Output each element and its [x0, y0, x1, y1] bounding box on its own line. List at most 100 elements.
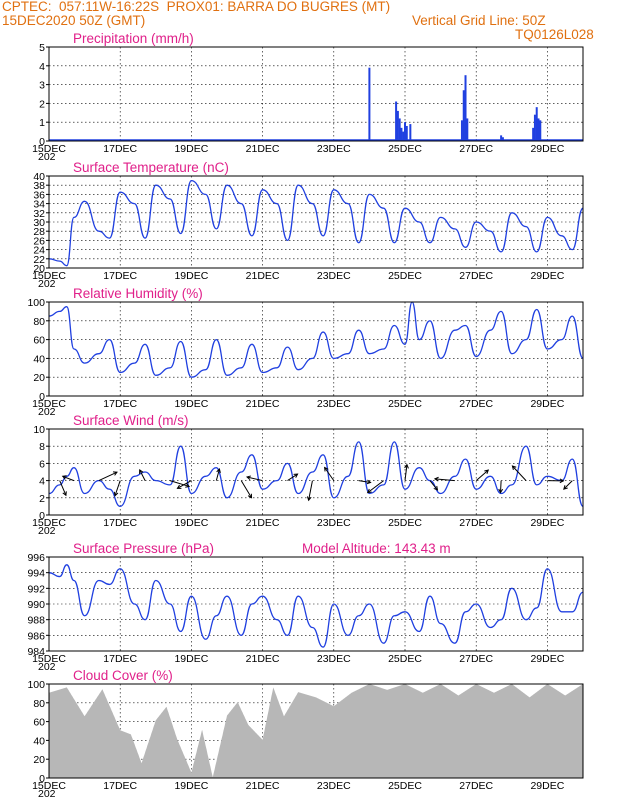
- panel-frame: [48, 301, 584, 397]
- wind-arrow-shaft: [563, 480, 573, 490]
- wind-arrow-head: [245, 475, 251, 481]
- x-tick-label: 23DEC: [317, 143, 351, 155]
- x-tick-label: 17DEC: [103, 517, 137, 529]
- wind-arrow-shaft: [240, 480, 252, 499]
- wind-arrow-shaft: [169, 480, 190, 487]
- x-tick-label: 27DEC: [459, 398, 493, 410]
- panel-title: Cloud Cover (%): [73, 668, 173, 683]
- x-tick-label: 25DEC: [388, 653, 422, 665]
- x-tick-label: 15DEC: [32, 517, 66, 529]
- x-tick-label: 29DEC: [530, 780, 564, 792]
- y-tick-label: 24: [33, 245, 45, 257]
- x-tick-label: 25DEC: [388, 517, 422, 529]
- wind-arrow-head: [185, 483, 191, 488]
- x-tick-label: 19DEC: [174, 780, 208, 792]
- y-tick-label: 26: [33, 235, 45, 247]
- y-tick-label: 22: [33, 254, 45, 266]
- series-line: [48, 179, 584, 267]
- x-tick-label: 15DEC: [32, 653, 66, 665]
- panel-subtitle: Model Altitude: 143.43 m: [302, 541, 451, 556]
- y-tick-label: 40: [33, 735, 45, 747]
- header-station: CPTEC: 057:11W-16:22S PROX01: BARRA DO B…: [2, 0, 391, 14]
- x-tick-label: 17DEC: [103, 653, 137, 665]
- x-tick-label: 23DEC: [317, 398, 351, 410]
- y-tick-label: 992: [27, 583, 45, 595]
- wind-arrow-head: [139, 468, 144, 474]
- x-tick-label: 17DEC: [103, 780, 137, 792]
- x-tick-year: 202: [38, 661, 56, 673]
- y-tick-label: 100: [27, 297, 45, 309]
- wind-arrow-head: [62, 491, 67, 497]
- y-tick-label: 5: [39, 42, 45, 54]
- x-tick-label: 15DEC: [32, 780, 66, 792]
- precip-bar: [501, 137, 504, 141]
- x-tick-label: 23DEC: [317, 653, 351, 665]
- x-tick-label: 19DEC: [174, 653, 208, 665]
- panel-title: Precipitation (mm/h): [73, 31, 194, 46]
- y-tick-label: 60: [33, 335, 45, 347]
- header-datetime: 15DEC2020 50Z (GMT): [2, 13, 146, 28]
- x-tick-label: 21DEC: [246, 517, 280, 529]
- wind-arrow-head: [366, 488, 372, 494]
- y-tick-label: 100: [27, 679, 45, 691]
- wind-arrow-shaft: [287, 473, 298, 482]
- y-tick-label: 38: [33, 180, 45, 192]
- panel-title: Surface Pressure (hPa): [73, 541, 214, 556]
- y-tick-label: 80: [33, 698, 45, 710]
- wind-arrow-shaft: [324, 467, 335, 481]
- series-line: [48, 564, 584, 648]
- x-tick-label: 27DEC: [459, 780, 493, 792]
- x-tick-label: 25DEC: [388, 143, 422, 155]
- x-tick-label: 17DEC: [103, 398, 137, 410]
- wind-arrow-shaft: [404, 464, 408, 481]
- precip-bar: [460, 120, 463, 141]
- y-tick-label: 20: [33, 372, 45, 384]
- x-tick-year: 202: [38, 151, 56, 163]
- precip-bar: [368, 67, 371, 141]
- x-tick-year: 202: [38, 278, 56, 290]
- x-tick-label: 19DEC: [174, 517, 208, 529]
- y-tick-label: 80: [33, 316, 45, 328]
- y-tick-label: 20: [33, 754, 45, 766]
- x-tick-label: 29DEC: [530, 517, 564, 529]
- x-tick-year: 202: [38, 525, 56, 537]
- y-tick-label: 0: [39, 391, 45, 403]
- y-tick-label: 994: [27, 568, 45, 580]
- x-tick-label: 29DEC: [530, 143, 564, 155]
- y-tick-label: 4: [39, 476, 45, 488]
- wind-arrow-head: [216, 468, 221, 474]
- panel-title: Relative Humidity (%): [73, 286, 203, 301]
- wind-arrow-head: [306, 496, 312, 502]
- wind-arrow-shaft: [62, 475, 75, 482]
- precip-bar: [400, 127, 403, 141]
- wind-arrow-shaft: [215, 468, 220, 481]
- x-tick-label: 27DEC: [459, 517, 493, 529]
- wind-arrow-head: [559, 478, 565, 484]
- wind-arrow-shaft: [429, 480, 438, 491]
- x-tick-label: 21DEC: [246, 143, 280, 155]
- precip-bar: [398, 118, 401, 141]
- wind-arrow-head: [433, 476, 439, 482]
- wind-arrow-head: [176, 484, 182, 489]
- y-tick-label: 0: [39, 510, 45, 522]
- wind-arrow-head: [366, 479, 372, 485]
- wind-arrow-shaft: [475, 469, 489, 481]
- y-tick-label: 988: [27, 615, 45, 627]
- wind-arrow-shaft: [246, 476, 263, 482]
- panel-title: Surface Wind (m/s): [73, 413, 189, 428]
- y-tick-label: 990: [27, 599, 45, 611]
- x-tick-label: 17DEC: [103, 270, 137, 282]
- x-tick-label: 17DEC: [103, 143, 137, 155]
- y-tick-label: 986: [27, 630, 45, 642]
- y-tick-label: 34: [33, 199, 45, 211]
- wind-arrow-shaft: [308, 480, 313, 501]
- x-tick-year: 202: [38, 406, 56, 418]
- y-tick-label: 6: [39, 458, 45, 470]
- wind-arrow-head: [247, 493, 253, 499]
- wind-arrow-shaft: [367, 480, 384, 494]
- x-tick-label: 23DEC: [317, 270, 351, 282]
- x-tick-label: 25DEC: [388, 780, 422, 792]
- precip-bar: [409, 124, 412, 141]
- x-tick-label: 29DEC: [530, 270, 564, 282]
